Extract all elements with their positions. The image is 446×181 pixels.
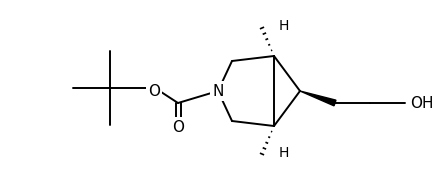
Text: O: O xyxy=(172,119,184,134)
Polygon shape xyxy=(300,91,336,106)
Text: OH: OH xyxy=(410,96,434,110)
Text: N: N xyxy=(212,83,224,98)
Text: H: H xyxy=(279,19,289,33)
Text: O: O xyxy=(148,83,160,98)
Text: H: H xyxy=(279,146,289,160)
